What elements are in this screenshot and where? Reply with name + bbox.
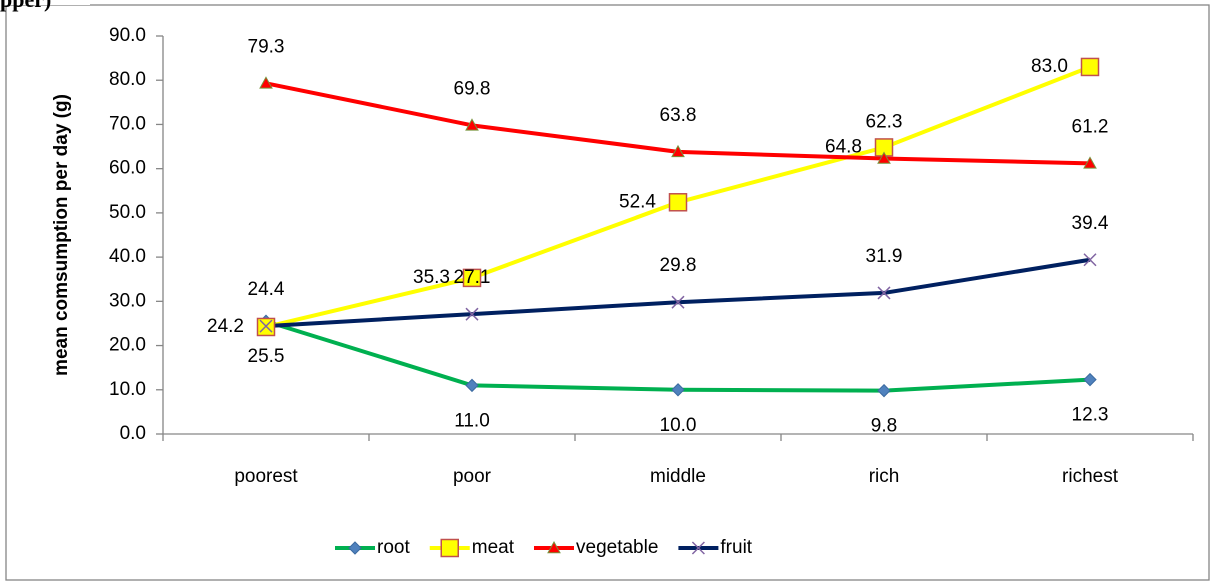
chart-title: pper) bbox=[0, 0, 51, 12]
data-point bbox=[877, 286, 891, 300]
data-label: 64.8 bbox=[825, 136, 862, 157]
x-tick-label: poor bbox=[453, 466, 492, 487]
data-label: 39.4 bbox=[1072, 213, 1109, 234]
data-point bbox=[1083, 156, 1097, 169]
legend-marker bbox=[547, 540, 561, 554]
data-point bbox=[465, 307, 479, 321]
y-axis-label: mean comsumption per day (g) bbox=[51, 94, 72, 376]
data-label: 9.8 bbox=[871, 416, 897, 437]
data-point bbox=[668, 193, 688, 212]
data-label: 29.8 bbox=[660, 255, 697, 276]
data-label: 24.2 bbox=[207, 316, 244, 337]
data-label: 69.8 bbox=[454, 78, 491, 99]
x-tick-label: middle bbox=[650, 466, 706, 487]
data-point bbox=[1080, 57, 1100, 77]
data-point bbox=[259, 319, 273, 333]
y-tick-label: 30.0 bbox=[109, 290, 146, 311]
data-label: 62.3 bbox=[866, 112, 903, 133]
data-point bbox=[1083, 253, 1097, 267]
legend-label: meat bbox=[472, 537, 515, 558]
x-tick-label: richest bbox=[1062, 466, 1119, 487]
data-label: 63.8 bbox=[660, 105, 697, 126]
data-point bbox=[465, 378, 479, 393]
y-tick-label: 0.0 bbox=[120, 423, 146, 444]
data-point bbox=[465, 118, 479, 131]
x-tick-label: poorest bbox=[234, 466, 298, 487]
data-point bbox=[671, 295, 685, 309]
data-label: 83.0 bbox=[1031, 56, 1068, 77]
y-tick-label: 60.0 bbox=[109, 158, 146, 179]
y-tick-label: 50.0 bbox=[109, 202, 146, 223]
data-label: 31.9 bbox=[866, 246, 903, 267]
data-point bbox=[877, 383, 891, 398]
legend-label: root bbox=[377, 537, 410, 558]
data-point bbox=[462, 268, 482, 288]
data-label: 11.0 bbox=[454, 410, 490, 431]
legend-marker bbox=[348, 541, 362, 555]
data-label: 25.5 bbox=[248, 346, 285, 367]
data-label: 35.3 bbox=[413, 267, 450, 288]
legend-label: fruit bbox=[720, 537, 752, 558]
y-tick-label: 70.0 bbox=[109, 113, 146, 134]
y-tick-label: 40.0 bbox=[109, 246, 146, 267]
x-tick-label: rich bbox=[869, 466, 900, 487]
data-label: 61.2 bbox=[1072, 116, 1109, 137]
y-tick-label: 80.0 bbox=[109, 69, 146, 90]
y-tick-label: 10.0 bbox=[109, 379, 146, 400]
data-label: 24.4 bbox=[248, 279, 285, 300]
data-label: 79.3 bbox=[248, 36, 285, 57]
data-point bbox=[1083, 372, 1097, 387]
legend-marker bbox=[691, 541, 705, 555]
title-backdrop bbox=[0, 0, 90, 5]
data-label: 52.4 bbox=[619, 191, 656, 212]
data-point bbox=[259, 76, 273, 89]
data-label: 27.1 bbox=[454, 267, 491, 288]
data-label: 10.0 bbox=[660, 415, 697, 436]
y-tick-label: 20.0 bbox=[109, 335, 146, 356]
data-point bbox=[877, 151, 891, 164]
data-point bbox=[671, 144, 685, 158]
y-tick-label: 90.0 bbox=[109, 25, 146, 46]
data-label: 12.3 bbox=[1072, 405, 1109, 426]
data-point bbox=[671, 383, 685, 397]
legend-label: vegetable bbox=[576, 537, 658, 558]
legend-marker bbox=[440, 538, 459, 558]
